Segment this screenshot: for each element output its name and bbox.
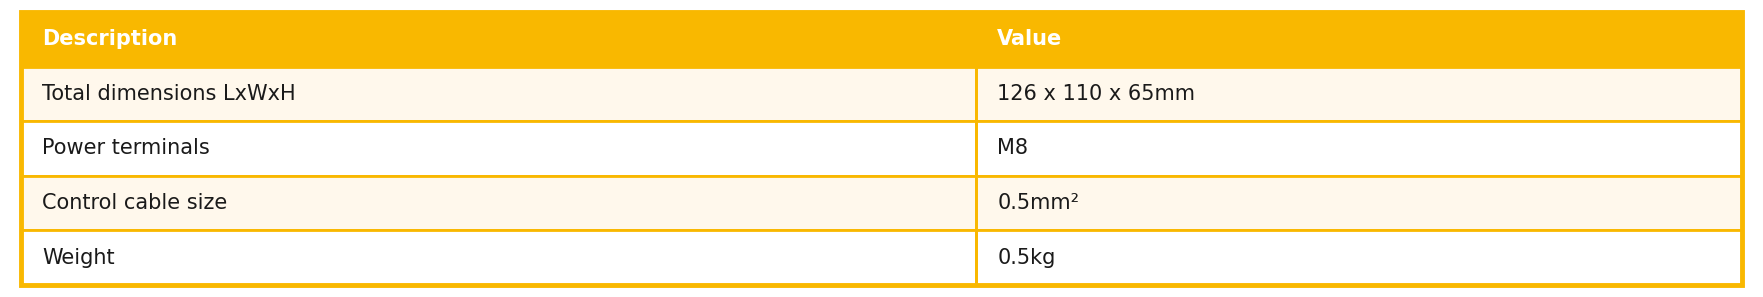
FancyBboxPatch shape (21, 67, 977, 121)
Text: 126 x 110 x 65mm: 126 x 110 x 65mm (998, 84, 1195, 104)
FancyBboxPatch shape (21, 176, 977, 230)
FancyBboxPatch shape (977, 230, 1742, 285)
Text: 0.5mm²: 0.5mm² (998, 193, 1079, 213)
Text: Power terminals: Power terminals (42, 138, 210, 159)
Text: Weight: Weight (42, 248, 115, 268)
Text: Control cable size: Control cable size (42, 193, 227, 213)
FancyBboxPatch shape (21, 121, 977, 176)
FancyBboxPatch shape (977, 121, 1742, 176)
FancyBboxPatch shape (977, 67, 1742, 121)
Text: Description: Description (42, 29, 178, 49)
FancyBboxPatch shape (977, 176, 1742, 230)
Text: M8: M8 (998, 138, 1028, 159)
Text: 0.5kg: 0.5kg (998, 248, 1056, 268)
FancyBboxPatch shape (21, 12, 1742, 67)
Text: Value: Value (998, 29, 1063, 49)
Text: Total dimensions LxWxH: Total dimensions LxWxH (42, 84, 296, 104)
FancyBboxPatch shape (21, 230, 977, 285)
